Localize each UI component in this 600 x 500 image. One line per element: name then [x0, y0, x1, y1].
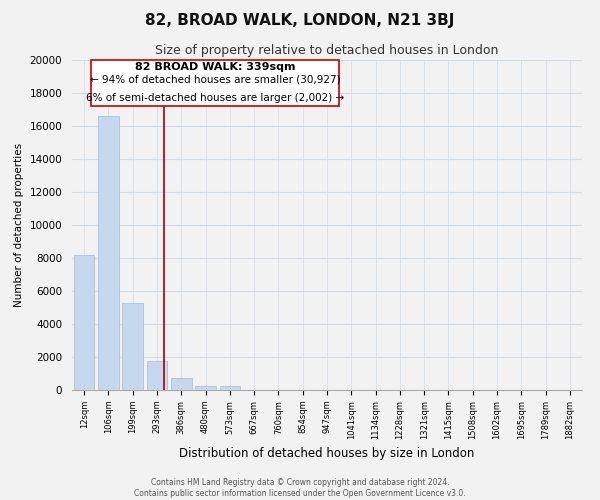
Bar [220, 386, 240, 390]
Text: 6% of semi-detached houses are larger (2,002) →: 6% of semi-detached houses are larger (2… [86, 93, 344, 103]
Bar [74, 254, 94, 390]
Bar [195, 386, 216, 390]
Text: 82, BROAD WALK, LONDON, N21 3BJ: 82, BROAD WALK, LONDON, N21 3BJ [145, 12, 455, 28]
Bar [171, 378, 191, 390]
Bar [122, 302, 143, 390]
Bar [98, 116, 119, 390]
Bar [146, 361, 167, 390]
Title: Size of property relative to detached houses in London: Size of property relative to detached ho… [155, 44, 499, 58]
Text: Contains HM Land Registry data © Crown copyright and database right 2024.
Contai: Contains HM Land Registry data © Crown c… [134, 478, 466, 498]
Y-axis label: Number of detached properties: Number of detached properties [14, 143, 24, 307]
X-axis label: Distribution of detached houses by size in London: Distribution of detached houses by size … [179, 447, 475, 460]
Text: ← 94% of detached houses are smaller (30,927): ← 94% of detached houses are smaller (30… [90, 75, 341, 85]
Text: 82 BROAD WALK: 339sqm: 82 BROAD WALK: 339sqm [135, 62, 296, 72]
Bar [91, 60, 339, 106]
